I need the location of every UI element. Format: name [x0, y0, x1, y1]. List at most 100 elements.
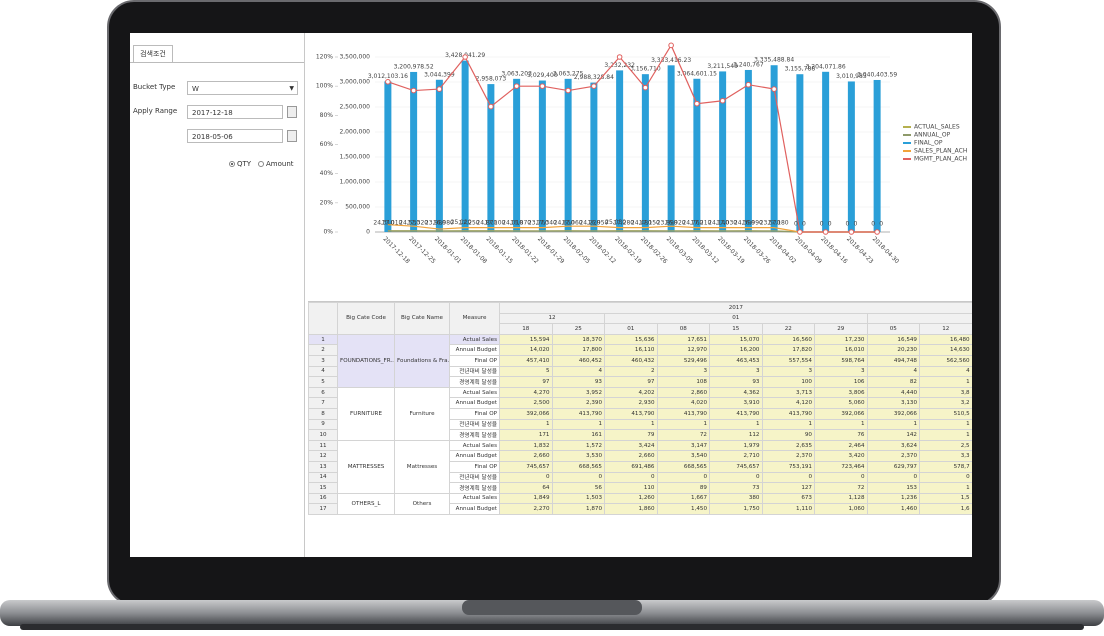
value-cell: 2,930: [604, 397, 658, 409]
point-label: 24,760: [682, 219, 703, 226]
data-row: 3 Final OP 457,410 460,452 460,432 529,496 463…: [308, 354, 972, 367]
line-marker: [797, 229, 803, 235]
value-cell: 4,202: [604, 386, 658, 399]
value-cell: 1,667: [656, 492, 710, 505]
value-cell: 0: [761, 471, 815, 484]
y2-tick-label: 20%: [320, 199, 334, 206]
bar: [719, 71, 727, 232]
value-cell: 1,860: [604, 503, 658, 515]
tab[interactable]: 검색조건: [133, 45, 173, 63]
point-label: 23,980: [425, 219, 446, 226]
bar: [590, 82, 598, 232]
point-label: 17,320: [407, 220, 428, 227]
line-marker: [410, 87, 417, 94]
value-cell: 668,565: [551, 460, 605, 473]
measure: Final OP: [449, 407, 500, 420]
row-number: 12: [308, 450, 338, 462]
range-start-input[interactable]: 2017-12-18: [187, 105, 283, 119]
y2-tick-label: 40%: [320, 170, 334, 177]
value-cell: 3,530: [551, 450, 605, 462]
value-cell: 2,710: [709, 450, 763, 462]
value-cell: 1,110: [761, 503, 815, 515]
value-cell: 56: [551, 482, 605, 494]
row-number: 8: [308, 407, 338, 420]
calendar-button[interactable]: [287, 106, 297, 118]
bar: [564, 78, 572, 233]
value-cell: 3,3: [919, 450, 972, 462]
line-marker: [513, 83, 520, 89]
radio-label: QTY: [237, 160, 252, 168]
value-cell: 0: [709, 471, 763, 484]
value-cell: 0: [919, 471, 972, 484]
value-cell: 2: [604, 365, 658, 378]
range-end: 2018-05-06: [192, 133, 233, 141]
value-cell: 380: [709, 492, 763, 505]
line-marker: [436, 86, 443, 92]
value-cell: 1: [761, 418, 815, 431]
bar-label: 3,040,403.59: [857, 71, 897, 78]
big-cate-code: FOUNDATIONS_FR...: [337, 333, 395, 388]
measure: Annual Budget: [449, 397, 500, 409]
bucket-type-select[interactable]: W ▼: [187, 81, 298, 95]
apply-range-label: Apply Range: [133, 107, 178, 115]
point-label: 24,480: [631, 219, 652, 226]
point-label: 23,890: [657, 219, 678, 226]
bar: [513, 78, 521, 233]
bar: [487, 84, 495, 233]
value-cell: 557,554: [761, 354, 815, 367]
bar-label: 3,012,103.16: [368, 73, 408, 80]
data-row: 2 Annual Budget 14,020 17,800 16,110 12,970 16…: [308, 344, 972, 356]
radio-qty[interactable]: [229, 161, 235, 167]
value-cell: 0: [551, 471, 605, 484]
data-row: 16 OTHERS_L Others Actual Sales 1,849 1,503 1,…: [308, 492, 972, 515]
value-cell: 1,870: [551, 503, 605, 515]
value-cell: 2,370: [761, 450, 815, 462]
big-cate-name: Furniture: [394, 386, 450, 441]
radio-amount[interactable]: [258, 161, 264, 167]
row-number: 6: [308, 386, 338, 399]
notch: [462, 600, 642, 615]
line-marker: [591, 83, 597, 89]
line-marker: [771, 86, 777, 92]
x-tick-label: 2018-04-30: [871, 236, 901, 266]
line-marker: [385, 78, 391, 85]
value-cell: 3,147: [656, 439, 710, 452]
y2-tick-label: 100%: [316, 83, 333, 90]
value-cell: 5: [499, 365, 553, 378]
row-number: 10: [308, 429, 338, 441]
range-end-input[interactable]: 2018-05-06: [187, 129, 283, 143]
row-number: 9: [308, 418, 338, 431]
bar: [641, 74, 649, 232]
line-marker: [719, 97, 726, 104]
measure: Actual Sales: [449, 439, 500, 452]
day-header: 05: [866, 323, 920, 335]
line-marker: [848, 229, 855, 235]
point-label: 17,010: [381, 220, 402, 227]
calendar-button[interactable]: [287, 130, 297, 142]
value-cell: 18,370: [551, 333, 605, 346]
value-cell: 3,540: [656, 450, 710, 462]
value-cell: 2,660: [499, 450, 553, 462]
data-row: 6 FURNITURE Furniture Actual Sales 4,270 3,95…: [308, 386, 972, 441]
header-cell: Big Cate Name: [394, 302, 450, 335]
row-number: 5: [308, 376, 338, 388]
line-marker: [642, 84, 649, 91]
value-cell: 4: [866, 365, 920, 378]
point-label: 16,990: [742, 220, 763, 227]
value-cell: 20,230: [866, 344, 920, 356]
header-cell: [308, 302, 338, 335]
measure: Actual Sales: [449, 386, 500, 399]
value-cell: 3,624: [866, 439, 920, 452]
header-cell: Big Cate Code: [337, 302, 395, 335]
value-cell: 1,979: [709, 439, 763, 452]
value-cell: 392,066: [866, 407, 920, 420]
day-header: 29: [814, 323, 868, 335]
value-cell: 127: [761, 482, 815, 494]
point-label: 25,120: [451, 219, 472, 226]
value-cell: 1,060: [814, 503, 868, 515]
bar: [873, 79, 881, 232]
point-label: 17,100: [484, 220, 505, 227]
value-cell: 17,230: [814, 333, 868, 346]
point-label: 17,150: [639, 220, 660, 227]
value-cell: 4: [551, 365, 605, 378]
